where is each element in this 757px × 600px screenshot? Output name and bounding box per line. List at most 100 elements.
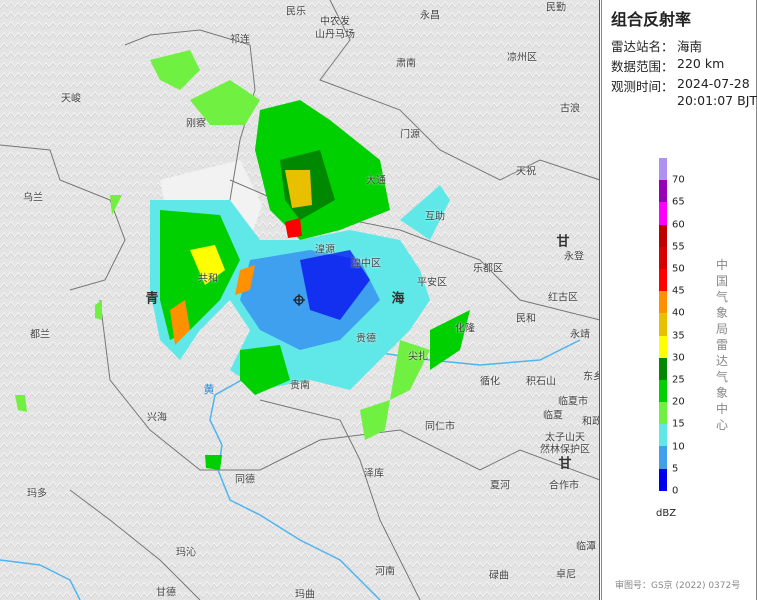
radar-echo-layer — [0, 0, 599, 600]
scale-tick-label: 10 — [672, 441, 685, 453]
place-label: 湟中区 — [351, 258, 381, 270]
place-label: 然林保护区 — [540, 444, 590, 456]
scale-tick-label: 55 — [672, 241, 685, 253]
scale-tick-label: 65 — [672, 196, 685, 208]
place-label: 古浪 — [560, 103, 580, 115]
place-label: 肃南 — [396, 58, 416, 70]
place-label: 贵德 — [356, 333, 376, 345]
place-label: 碌曲 — [489, 570, 509, 582]
scale-tick-label: 20 — [672, 396, 685, 408]
place-label: 祁连 — [230, 34, 250, 46]
map-approval-number: 审图号：GS京 (2022) 0372号 — [615, 581, 741, 591]
place-label: 循化 — [480, 376, 500, 388]
date-value: 2024-07-28 — [677, 76, 750, 91]
place-label: 夏河 — [490, 480, 510, 492]
place-label: 都兰 — [30, 329, 50, 341]
place-label: 乌兰 — [23, 192, 43, 204]
color-swatch — [659, 291, 667, 314]
river-label: 黄 — [203, 383, 215, 396]
time-label: 观测时间： — [611, 79, 674, 94]
color-swatch — [659, 224, 667, 247]
color-swatch — [659, 202, 667, 225]
product-title: 组合反射率 — [611, 10, 692, 29]
info-panel: 组合反射率 雷达站名： 海南 数据范围： 220 km 观测时间： 2024-0… — [601, 0, 757, 600]
place-label: 天祝 — [516, 166, 536, 178]
scale-tick-label: 50 — [672, 263, 685, 275]
place-label: 民勤 — [546, 2, 566, 14]
province-label: 甘 — [556, 234, 570, 250]
place-label: 平安区 — [417, 277, 447, 289]
place-label: 太子山天 — [545, 432, 585, 444]
place-label: 积石山 — [526, 376, 556, 388]
scale-tick-label: 60 — [672, 219, 685, 231]
place-label: 同仁市 — [425, 421, 455, 433]
radar-map[interactable]: 民乐 中农发 山丹马场 永昌 民勤 祁连 肃南 凉州区 天峻 刚察 古浪 门源 天祝 大通 乌兰 互助 永登 乐都… — [0, 0, 600, 600]
color-swatch — [659, 468, 667, 491]
place-label: 门源 — [400, 129, 420, 141]
place-label: 互助 — [425, 211, 445, 223]
range-row: 数据范围： 220 km — [611, 56, 724, 75]
radar-site-icon — [293, 294, 305, 306]
place-label: 卓尼 — [556, 569, 576, 581]
color-swatch — [659, 313, 667, 336]
place-label: 红古区 — [548, 292, 578, 304]
color-swatch — [659, 268, 667, 292]
place-label: 永登 — [564, 251, 584, 263]
scale-tick-label: 70 — [672, 174, 685, 186]
scale-tick-label: 5 — [672, 463, 679, 475]
place-label: 大通 — [366, 175, 386, 187]
scale-tick-label: 15 — [672, 418, 685, 430]
color-swatch — [659, 158, 667, 181]
range-label: 数据范围： — [611, 59, 674, 74]
place-label: 民乐 — [286, 6, 306, 18]
scale-tick-label: 30 — [672, 352, 685, 364]
place-label: 和政 — [582, 416, 600, 428]
place-label: 乐都区 — [473, 263, 503, 275]
color-swatch — [659, 446, 667, 469]
place-label: 甘德 — [156, 587, 176, 599]
color-swatch — [659, 379, 667, 403]
scale-tick-label: 35 — [672, 330, 685, 342]
station-value: 海南 — [677, 39, 703, 54]
place-label: 泽库 — [364, 468, 384, 480]
place-label: 玛沁 — [176, 547, 196, 559]
color-swatch — [659, 180, 667, 203]
place-label: 永昌 — [420, 10, 440, 22]
unit-label: dBZ — [656, 508, 677, 519]
place-label: 临夏市 — [558, 396, 588, 408]
color-scale-bar — [659, 158, 667, 491]
place-label: 尖扎 — [408, 351, 428, 363]
place-label: 临夏 — [543, 410, 563, 422]
time-value: 20:01:07 BJT — [677, 93, 757, 108]
province-label: 海 — [391, 291, 405, 307]
scale-tick-label: 0 — [672, 485, 679, 497]
place-label: 临潭 — [576, 541, 596, 553]
place-label: 化隆 — [455, 323, 475, 335]
station-row: 雷达站名： 海南 — [611, 36, 702, 55]
color-swatch — [659, 402, 667, 425]
place-label: 玛曲 — [295, 589, 315, 600]
color-swatch — [659, 246, 667, 269]
range-value: 220 km — [677, 56, 725, 71]
place-label: 贵南 — [290, 380, 310, 392]
place-label: 天峻 — [61, 93, 81, 105]
place-label: 河南 — [375, 566, 395, 578]
scale-tick-label: 40 — [672, 307, 685, 319]
station-label: 雷达站名： — [611, 39, 674, 54]
province-label: 甘 — [558, 456, 572, 472]
place-label: 民和 — [516, 313, 536, 325]
place-label: 永靖 — [570, 329, 590, 341]
place-label: 东乡 — [583, 371, 599, 383]
color-swatch — [659, 424, 667, 447]
scale-tick-label: 25 — [672, 374, 685, 386]
color-swatch — [659, 335, 667, 358]
color-swatch — [659, 357, 667, 380]
place-label: 中农发 — [320, 16, 350, 28]
place-label: 湟源 — [315, 244, 335, 256]
time-row: 观测时间： 2024-07-28 20:01:07 BJT — [611, 76, 757, 108]
scale-tick-label: 45 — [672, 285, 685, 297]
place-label: 兴海 — [147, 412, 167, 424]
place-label: 同德 — [235, 474, 255, 486]
place-label: 凉州区 — [507, 52, 537, 64]
place-label: 山丹马场 — [315, 29, 355, 41]
